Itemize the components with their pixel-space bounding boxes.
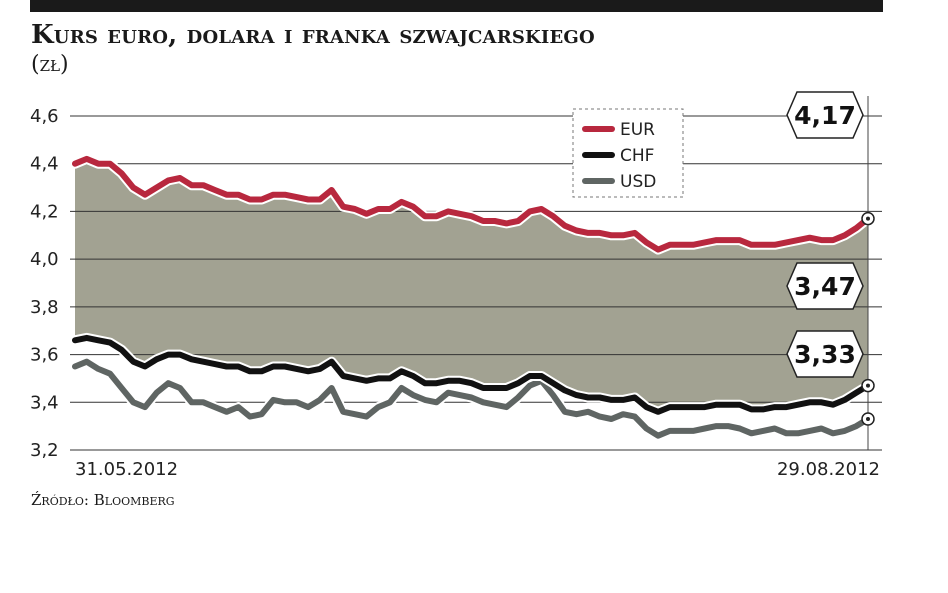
area-band-eur-chf	[75, 158, 868, 412]
top-rule	[30, 0, 883, 12]
source-note: Źródło: Bloomberg	[31, 491, 175, 509]
y-tick-label: 4,2	[30, 201, 59, 222]
legend-label-eur: EUR	[620, 120, 655, 140]
plot-fill-layer	[75, 158, 868, 412]
legend: EUR CHF USD	[572, 108, 684, 198]
chart-title: Kurs euro, dolara i franka szwajcarskieg…	[31, 20, 595, 50]
badge-shape-eur	[786, 91, 864, 139]
last-value-badge-eur: 4,17	[786, 91, 864, 139]
series-layer	[70, 153, 873, 441]
endpoint-dot-chf	[866, 383, 870, 388]
legend-label-chf: CHF	[620, 146, 654, 166]
x-start-label: 31.05.2012	[75, 459, 178, 480]
badge-value-chf: 3,47	[794, 272, 856, 301]
last-value-badge-chf: 3,47	[786, 262, 864, 310]
y-tick-label: 3,6	[30, 345, 59, 366]
series-line-eur	[72, 155, 871, 253]
badge-shape-chf	[786, 262, 864, 310]
legend-label-usd: USD	[620, 172, 656, 192]
endpoint-dot-usd	[866, 416, 870, 421]
y-tick-label: 4,6	[30, 106, 59, 127]
x-end-label: 29.08.2012	[777, 459, 880, 480]
badge-value-usd: 3,33	[794, 340, 856, 369]
y-tick-label: 3,8	[30, 297, 59, 318]
badge-value-eur: 4,17	[794, 101, 856, 130]
badge-shape-usd	[786, 330, 864, 378]
grid-layer: 4,6 4,4 4,2 4,0 3,8 3,6 3,4 3,2	[30, 96, 882, 461]
series-line-chf	[72, 334, 871, 415]
y-tick-label: 4,0	[30, 249, 59, 270]
endpoint-dot-eur	[866, 216, 870, 221]
y-tick-label: 3,2	[30, 440, 59, 461]
series-line-usd	[72, 358, 871, 439]
chart-unit: (zł)	[31, 52, 69, 77]
last-value-badge-usd: 3,33	[786, 330, 864, 378]
y-tick-label: 3,4	[30, 392, 59, 413]
endpoint-layer	[861, 211, 875, 426]
y-tick-label: 4,4	[30, 154, 59, 175]
